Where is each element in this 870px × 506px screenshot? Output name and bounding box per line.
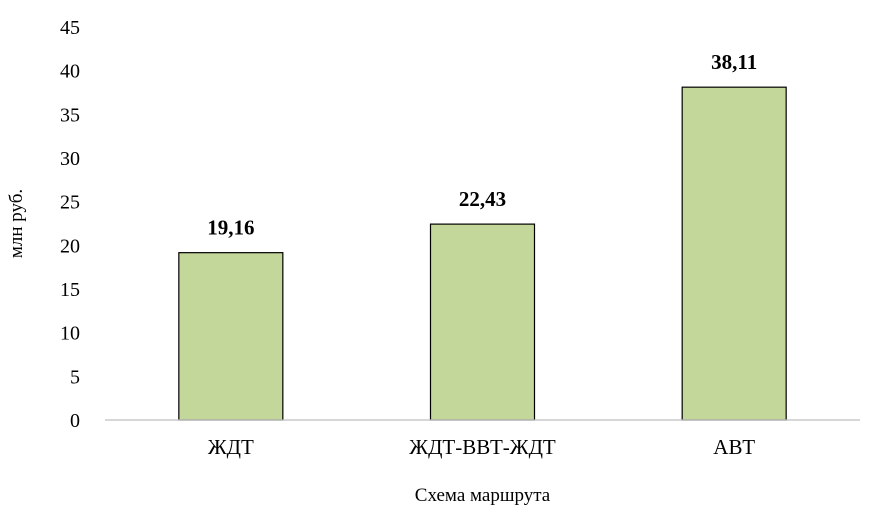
x-axis-category-labels: ЖДТ ЖДТ-ВВТ-ЖДТ АВТ	[208, 435, 755, 459]
x-category-label: ЖДТ-ВВТ-ЖДТ	[409, 435, 556, 459]
y-tick-label: 30	[60, 148, 80, 170]
y-tick-label: 15	[60, 279, 80, 301]
y-tick-label: 5	[70, 366, 80, 388]
x-axis-title: Схема маршрута	[415, 485, 551, 506]
x-category-label: АВТ	[713, 435, 755, 459]
data-labels: 19,16 22,43 38,11	[207, 50, 757, 239]
y-axis-ticks: 0 5 10 15 20 25 30 35 40 45	[60, 17, 80, 432]
bars	[178, 86, 787, 421]
x-category-label: ЖДТ	[208, 435, 254, 459]
y-tick-label: 0	[70, 410, 80, 432]
y-axis-title: млн руб.	[6, 189, 27, 258]
y-tick-label: 35	[60, 104, 80, 126]
bar-value-label: 22,43	[459, 187, 506, 211]
y-tick-label: 25	[60, 192, 80, 214]
bar	[681, 86, 787, 421]
bar	[178, 252, 284, 421]
bar-value-label: 19,16	[207, 216, 254, 240]
y-tick-label: 40	[60, 61, 80, 83]
bar-value-label: 38,11	[711, 50, 757, 74]
y-tick-label: 45	[60, 17, 80, 39]
y-tick-label: 10	[60, 323, 80, 345]
y-tick-label: 20	[60, 235, 80, 257]
bar	[429, 223, 536, 421]
